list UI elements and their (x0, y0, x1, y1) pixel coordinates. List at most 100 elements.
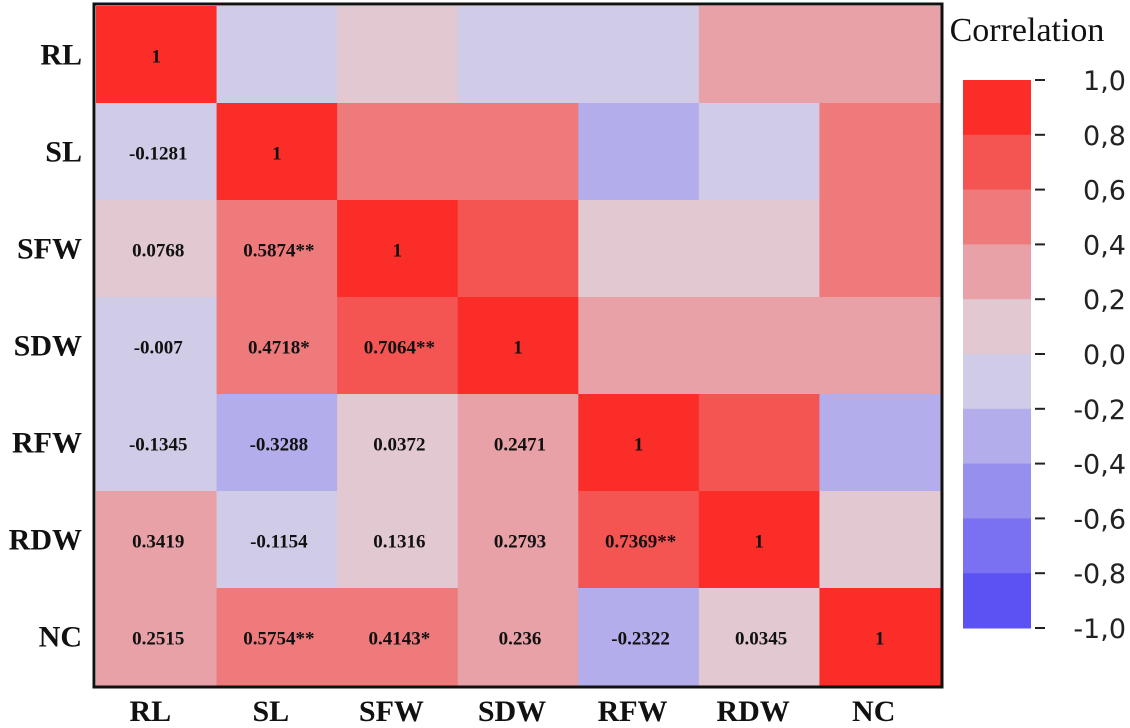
heatmap-cell-rfw-sfw (337, 394, 459, 492)
row-labels: RL SL SFW SDW RFW RDW NC (9, 39, 82, 654)
row-label-rdw: RDW (9, 524, 82, 557)
cell-value-nc-sl: 0.5754** (243, 629, 314, 650)
legend-tick-label: 0,4 (1083, 230, 1126, 261)
column-label-sdw: SDW (478, 695, 546, 728)
heatmap-cell-rl-nc (819, 6, 941, 104)
cell-value-rfw-sdw: 0.2471 (494, 435, 546, 456)
cell-value-rdw-rdw: 1 (754, 532, 764, 553)
cell-value-rfw-rl: -0.1345 (129, 435, 188, 456)
cell-value-sfw-sfw: 1 (393, 241, 403, 262)
legend-tick-label: 0,2 (1083, 285, 1126, 316)
heatmap-cell-rl-sl (216, 6, 338, 104)
legend-tick-label: -0,2 (1073, 395, 1126, 426)
legend-band (963, 354, 1031, 410)
legend-title: Correlation (950, 12, 1105, 49)
legend-tick-label: 1,0 (1083, 66, 1126, 97)
heatmap-cell-sdw-nc (819, 297, 941, 395)
cell-value-nc-rl: 0.2515 (132, 629, 184, 650)
heatmap-cell-sfw-nc (819, 200, 941, 298)
heatmap-cell-rl-rdw (698, 6, 820, 104)
heatmap-cell-labels: 1 -0.1281 1 0.0768 0.5874** 1 -0.007 0.4718* 0.7… (129, 47, 884, 650)
heatmap-cell-sdw-rdw (698, 297, 820, 395)
legend-tick-label: 0,8 (1083, 121, 1126, 152)
legend-tick-label: -0,4 (1073, 450, 1126, 481)
cell-value-sfw-rl: 0.0768 (132, 241, 184, 262)
cell-value-rfw-sl: -0.3288 (250, 435, 309, 456)
heatmap-cell-sdw-sdw (457, 297, 579, 395)
column-label-sfw: SFW (359, 695, 424, 728)
cell-value-rdw-sfw: 0.1316 (373, 532, 425, 553)
legend-tick-label: -0,8 (1073, 559, 1126, 590)
cell-value-rdw-sdw: 0.2793 (494, 532, 546, 553)
heatmap-cell-rdw-nc (819, 491, 941, 589)
legend-band (963, 463, 1031, 519)
column-label-rl: RL (129, 695, 171, 728)
colorbar-legend: Correlation 1,0 0,8 0,6 0,4 0,2 0,0 -0,2 -0,4 -0… (950, 12, 1126, 645)
heatmap-cell-sfw-rl (96, 200, 218, 298)
heatmap-cell-rl-sfw (337, 6, 459, 104)
cell-value-nc-rdw: 0.0345 (735, 629, 787, 650)
heatmap-cell-rdw-rfw (578, 491, 700, 589)
heatmap-cell-nc-rfw (578, 588, 700, 686)
heatmap-cell-sdw-rfw (578, 297, 700, 395)
column-label-sl: SL (253, 695, 290, 728)
cell-value-rdw-sl: -0.1154 (250, 532, 308, 553)
heatmap-cell-sl-sl (216, 103, 338, 201)
legend-band (963, 299, 1031, 355)
row-label-sdw: SDW (14, 330, 82, 363)
legend-band (963, 408, 1031, 465)
heatmap-cell-sdw-rl (96, 297, 218, 395)
row-label-rfw: RFW (12, 427, 82, 460)
legend-band (963, 134, 1031, 191)
column-label-rdw: RDW (716, 695, 789, 728)
cell-value-sdw-sl: 0.4718* (248, 338, 310, 359)
legend-tick-label: -0,6 (1073, 504, 1126, 535)
heatmap-cell-rdw-rdw (698, 491, 820, 589)
cell-value-sdw-sdw: 1 (513, 338, 523, 359)
column-label-nc: NC (852, 695, 895, 728)
heatmap-cell-rfw-sl (216, 394, 338, 492)
legend-band (963, 244, 1031, 300)
heatmap-cell-nc-rdw (698, 588, 820, 686)
heatmap-cell-nc-sdw (457, 588, 579, 686)
heatmap-cell-sfw-sl (216, 200, 338, 298)
cell-value-sdw-sfw: 0.7064** (364, 338, 435, 359)
cell-value-rl-rl: 1 (152, 47, 162, 68)
heatmap-cell-sl-nc (819, 103, 941, 201)
cell-value-rfw-sfw: 0.0372 (373, 435, 425, 456)
legend-band (963, 189, 1031, 245)
heatmap-cell-rdw-rl (96, 491, 218, 589)
heatmap-cell-rl-sdw (457, 6, 579, 104)
heatmap-cell-sl-rdw (698, 103, 820, 201)
cell-value-nc-sfw: 0.4143* (369, 629, 431, 650)
column-label-rfw: RFW (598, 695, 668, 728)
heatmap-cell-nc-rl (96, 588, 218, 686)
column-labels: RL SL SFW SDW RFW RDW NC (129, 695, 895, 728)
heatmap-cells (96, 6, 941, 686)
heatmap-cell-sfw-sdw (457, 200, 579, 298)
cell-value-nc-sdw: 0.236 (499, 629, 542, 650)
heatmap-cell-sfw-rdw (698, 200, 820, 298)
legend-tick-label: 0,6 (1083, 176, 1126, 207)
heatmap-cell-rdw-sl (216, 491, 338, 589)
heatmap-cell-rdw-sfw (337, 491, 459, 589)
cell-value-rdw-rfw: 0.7369** (605, 532, 676, 553)
cell-value-sl-sl: 1 (272, 144, 282, 165)
heatmap-cell-rl-rl (96, 6, 218, 104)
heatmap-cell-rfw-rl (96, 394, 218, 492)
legend-band (963, 80, 1031, 136)
cell-value-rfw-rfw: 1 (634, 435, 644, 456)
legend-band (963, 518, 1031, 574)
heatmap-cell-rfw-sdw (457, 394, 579, 492)
legend-tick-label: -1,0 (1073, 614, 1126, 645)
heatmap-cell-rdw-sdw (457, 491, 579, 589)
heatmap-cell-rfw-rdw (698, 394, 820, 492)
legend-ticks: 1,0 0,8 0,6 0,4 0,2 0,0 -0,2 -0,4 -0,6 -0,8 -1,0 (1035, 66, 1126, 645)
legend-band (963, 573, 1031, 629)
heatmap-cell-sl-sfw (337, 103, 459, 201)
cell-value-sl-rl: -0.1281 (129, 144, 188, 165)
heatmap-cell-rfw-rfw (578, 394, 700, 492)
heatmap-frame (92, 2, 944, 689)
